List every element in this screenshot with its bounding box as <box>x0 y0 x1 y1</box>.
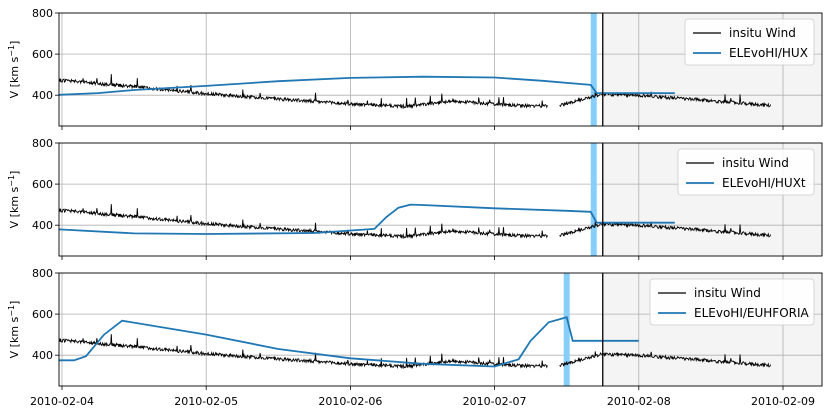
legend-label: ELEvoHI/EUHFORIA <box>694 306 810 320</box>
legend-label: ELEvoHI/HUXt <box>722 176 806 190</box>
model-line <box>59 316 639 368</box>
x-tick-label: 2010-02-04 <box>30 395 94 408</box>
panel-euhforia: 400 600 800 V [km s−1] 2010-02-04 2010-02-05 2… <box>7 267 823 408</box>
legend-label: insitu Wind <box>694 286 761 300</box>
x-tick-label: 2010-02-08 <box>607 395 671 408</box>
axes-frame <box>58 142 823 257</box>
x-tick-label: 2010-02-06 <box>318 395 382 408</box>
arrival-band <box>590 143 597 256</box>
x-tick-label: 2010-02-05 <box>174 395 238 408</box>
panel-hux: 400 600 800 V [km s−1] insitu Wind ELEvoHI/HU… <box>7 7 823 130</box>
legend-label: ELEvoHI/HUX <box>729 46 808 60</box>
insitu-wind-line <box>59 334 772 370</box>
model-line <box>59 203 675 235</box>
y-tick-label: 600 <box>32 48 53 61</box>
model-line <box>59 75 675 96</box>
y-tick-label: 400 <box>32 89 53 102</box>
y-tick-label: 400 <box>32 219 53 232</box>
legend-label: insitu Wind <box>729 26 796 40</box>
y-tick-label: 600 <box>32 308 53 321</box>
insitu-wind-line <box>59 204 772 240</box>
axes-frame <box>58 12 823 127</box>
y-axis-label: V [km s−1] <box>7 41 21 99</box>
y-axis-label: V [km s−1] <box>7 171 21 229</box>
y-axis-label: V [km s−1] <box>7 301 21 359</box>
insitu-wind-line <box>59 74 772 110</box>
y-tick-label: 400 <box>32 349 53 362</box>
y-tick-label: 800 <box>32 7 53 20</box>
legend-box <box>649 278 815 326</box>
arrival-band <box>590 13 597 126</box>
y-tick-label: 600 <box>32 178 53 191</box>
legend-label: insitu Wind <box>722 156 789 170</box>
arrival-band <box>563 273 570 386</box>
x-tick-label: 2010-02-09 <box>751 395 815 408</box>
y-tick-label: 800 <box>32 267 53 280</box>
y-tick-label: 800 <box>32 137 53 150</box>
axes-frame <box>58 272 823 387</box>
x-tick-label: 2010-02-07 <box>463 395 527 408</box>
panel-huxt: 400 600 800 V [km s−1] insitu Wind ELEvoHI/HU… <box>7 137 823 260</box>
